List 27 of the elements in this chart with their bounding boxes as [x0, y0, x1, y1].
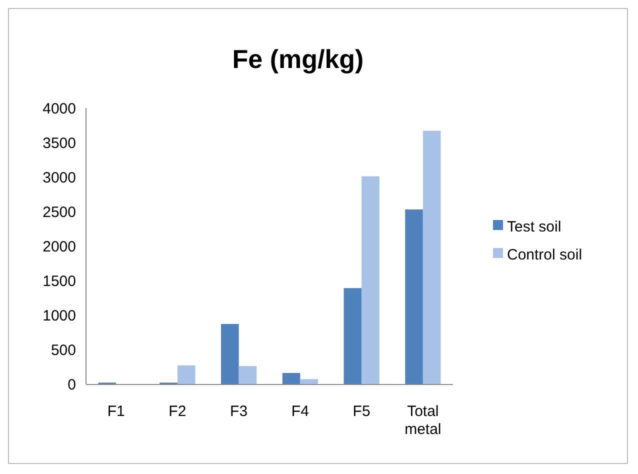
- y-tick-label: 0: [68, 376, 76, 394]
- y-tick-label: 4000: [42, 100, 76, 118]
- legend-label: Test soil: [507, 218, 562, 236]
- y-tick-label: 2500: [42, 204, 76, 221]
- y-tick-label: 3000: [42, 169, 76, 186]
- x-tick-label: F2: [168, 403, 186, 420]
- bar: [362, 176, 380, 384]
- y-tick-label: 3500: [42, 134, 76, 152]
- legend-label: Control soil: [507, 246, 582, 264]
- x-tick-label: F3: [230, 403, 248, 420]
- bar: [405, 209, 423, 384]
- x-tick-label: F1: [107, 403, 125, 420]
- bar: [238, 366, 257, 384]
- x-tick-label: Total metal: [404, 403, 442, 438]
- bar: [344, 288, 362, 384]
- y-tick-label: 1000: [42, 307, 76, 324]
- bar: [221, 324, 239, 384]
- y-tick-label: 1500: [42, 272, 76, 290]
- bar: [300, 379, 318, 384]
- y-tick-label: 2000: [42, 238, 76, 256]
- bar: [177, 365, 196, 384]
- bar: [282, 372, 300, 384]
- bar: [422, 130, 441, 384]
- y-tick-label: 500: [50, 342, 76, 359]
- x-tick-label: F4: [291, 403, 309, 420]
- chart-title: Fe (mg/kg): [232, 44, 364, 74]
- x-tick-label: F5: [352, 403, 370, 420]
